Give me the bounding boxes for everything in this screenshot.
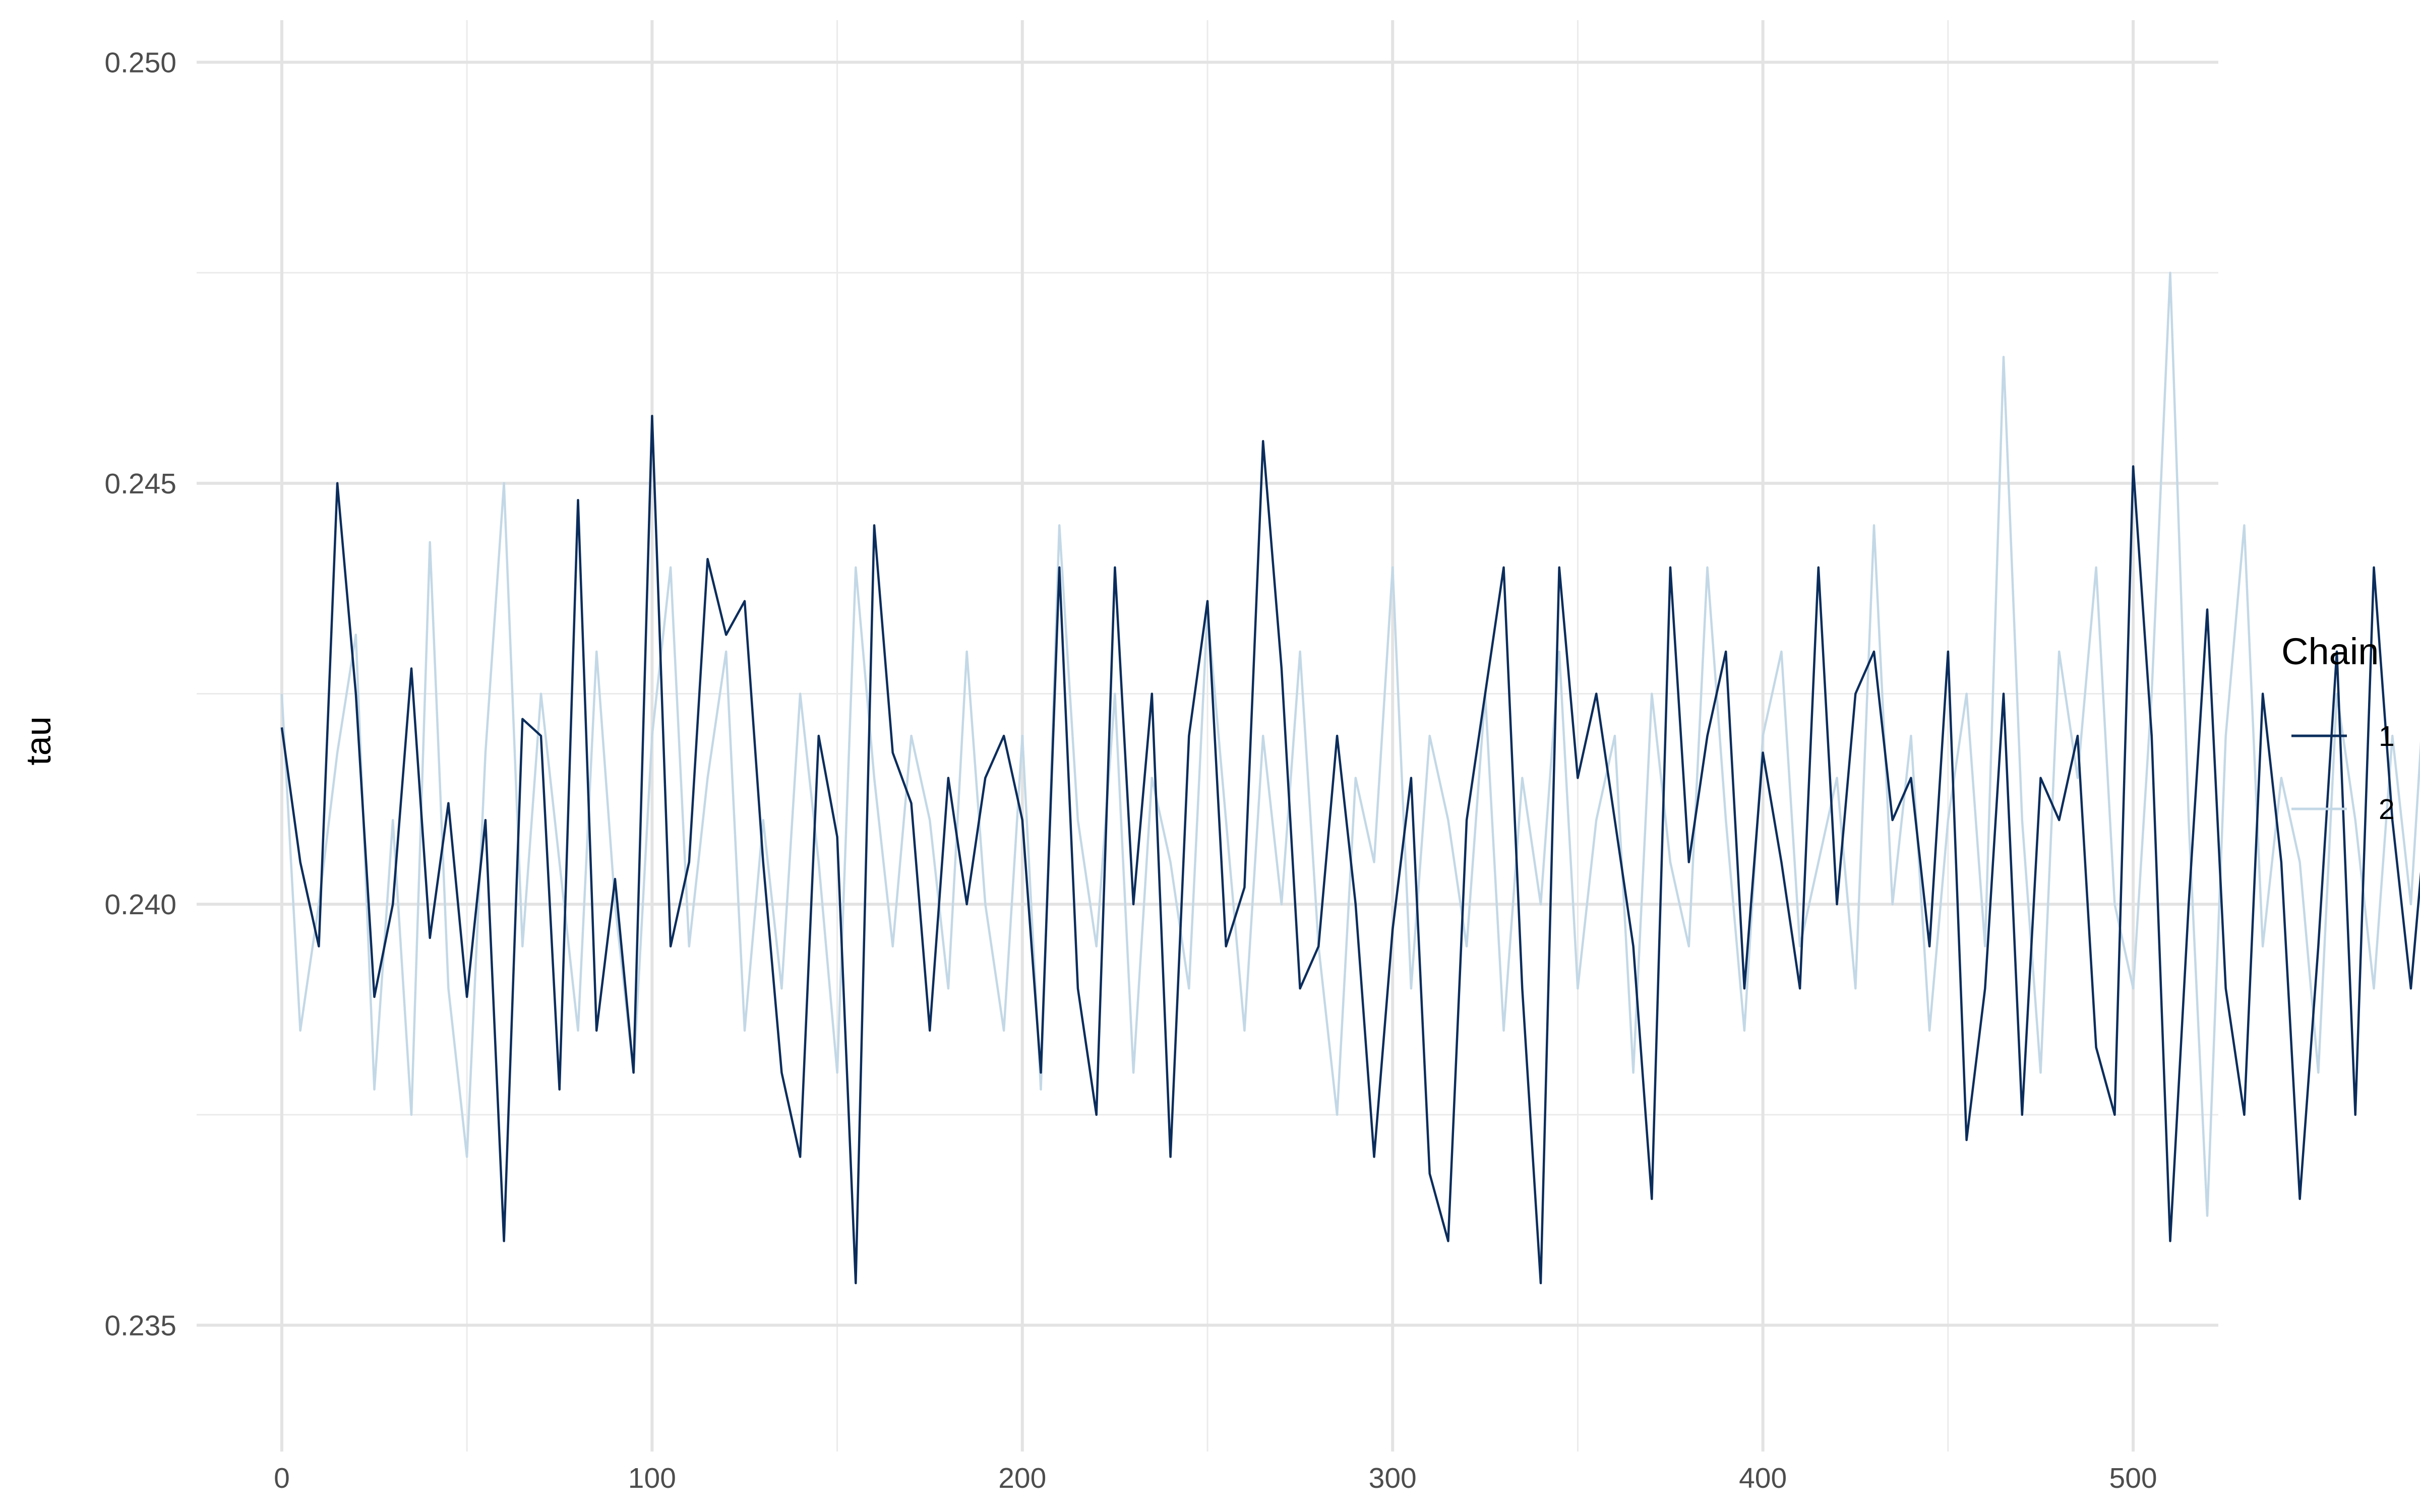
plot-area (197, 20, 2420, 1452)
x-tick-label: 0 (274, 1462, 290, 1494)
series-line-chain-2 (280, 271, 2420, 1217)
legend-title: Chain (2281, 631, 2379, 672)
legend-items: 12 (2291, 720, 2395, 826)
x-tick-label: 300 (1369, 1462, 1417, 1494)
series-line-chain-1 (280, 414, 2420, 1285)
series-layer (280, 271, 2420, 1285)
y-axis-title: tau (19, 716, 58, 765)
x-tick-label: 500 (2109, 1462, 2157, 1494)
minor-gridlines (197, 20, 2218, 1452)
x-tick-label: 200 (998, 1462, 1046, 1494)
legend-label-chain-1: 1 (2379, 720, 2395, 752)
y-axis-tick-labels: 0.235 0.240 0.245 0.250 (104, 47, 176, 1342)
y-tick-label: 0.250 (104, 47, 176, 79)
x-tick-label: 100 (628, 1462, 676, 1494)
legend: Chain 12 (2281, 631, 2395, 826)
legend-label-chain-2: 2 (2379, 793, 2395, 826)
y-tick-label: 0.240 (104, 889, 176, 921)
x-tick-label: 400 (1739, 1462, 1787, 1494)
y-tick-label: 0.245 (104, 468, 176, 500)
y-tick-label: 0.235 (104, 1309, 176, 1342)
x-axis-tick-labels: 0 100 200 300 400 500 (274, 1462, 2157, 1494)
